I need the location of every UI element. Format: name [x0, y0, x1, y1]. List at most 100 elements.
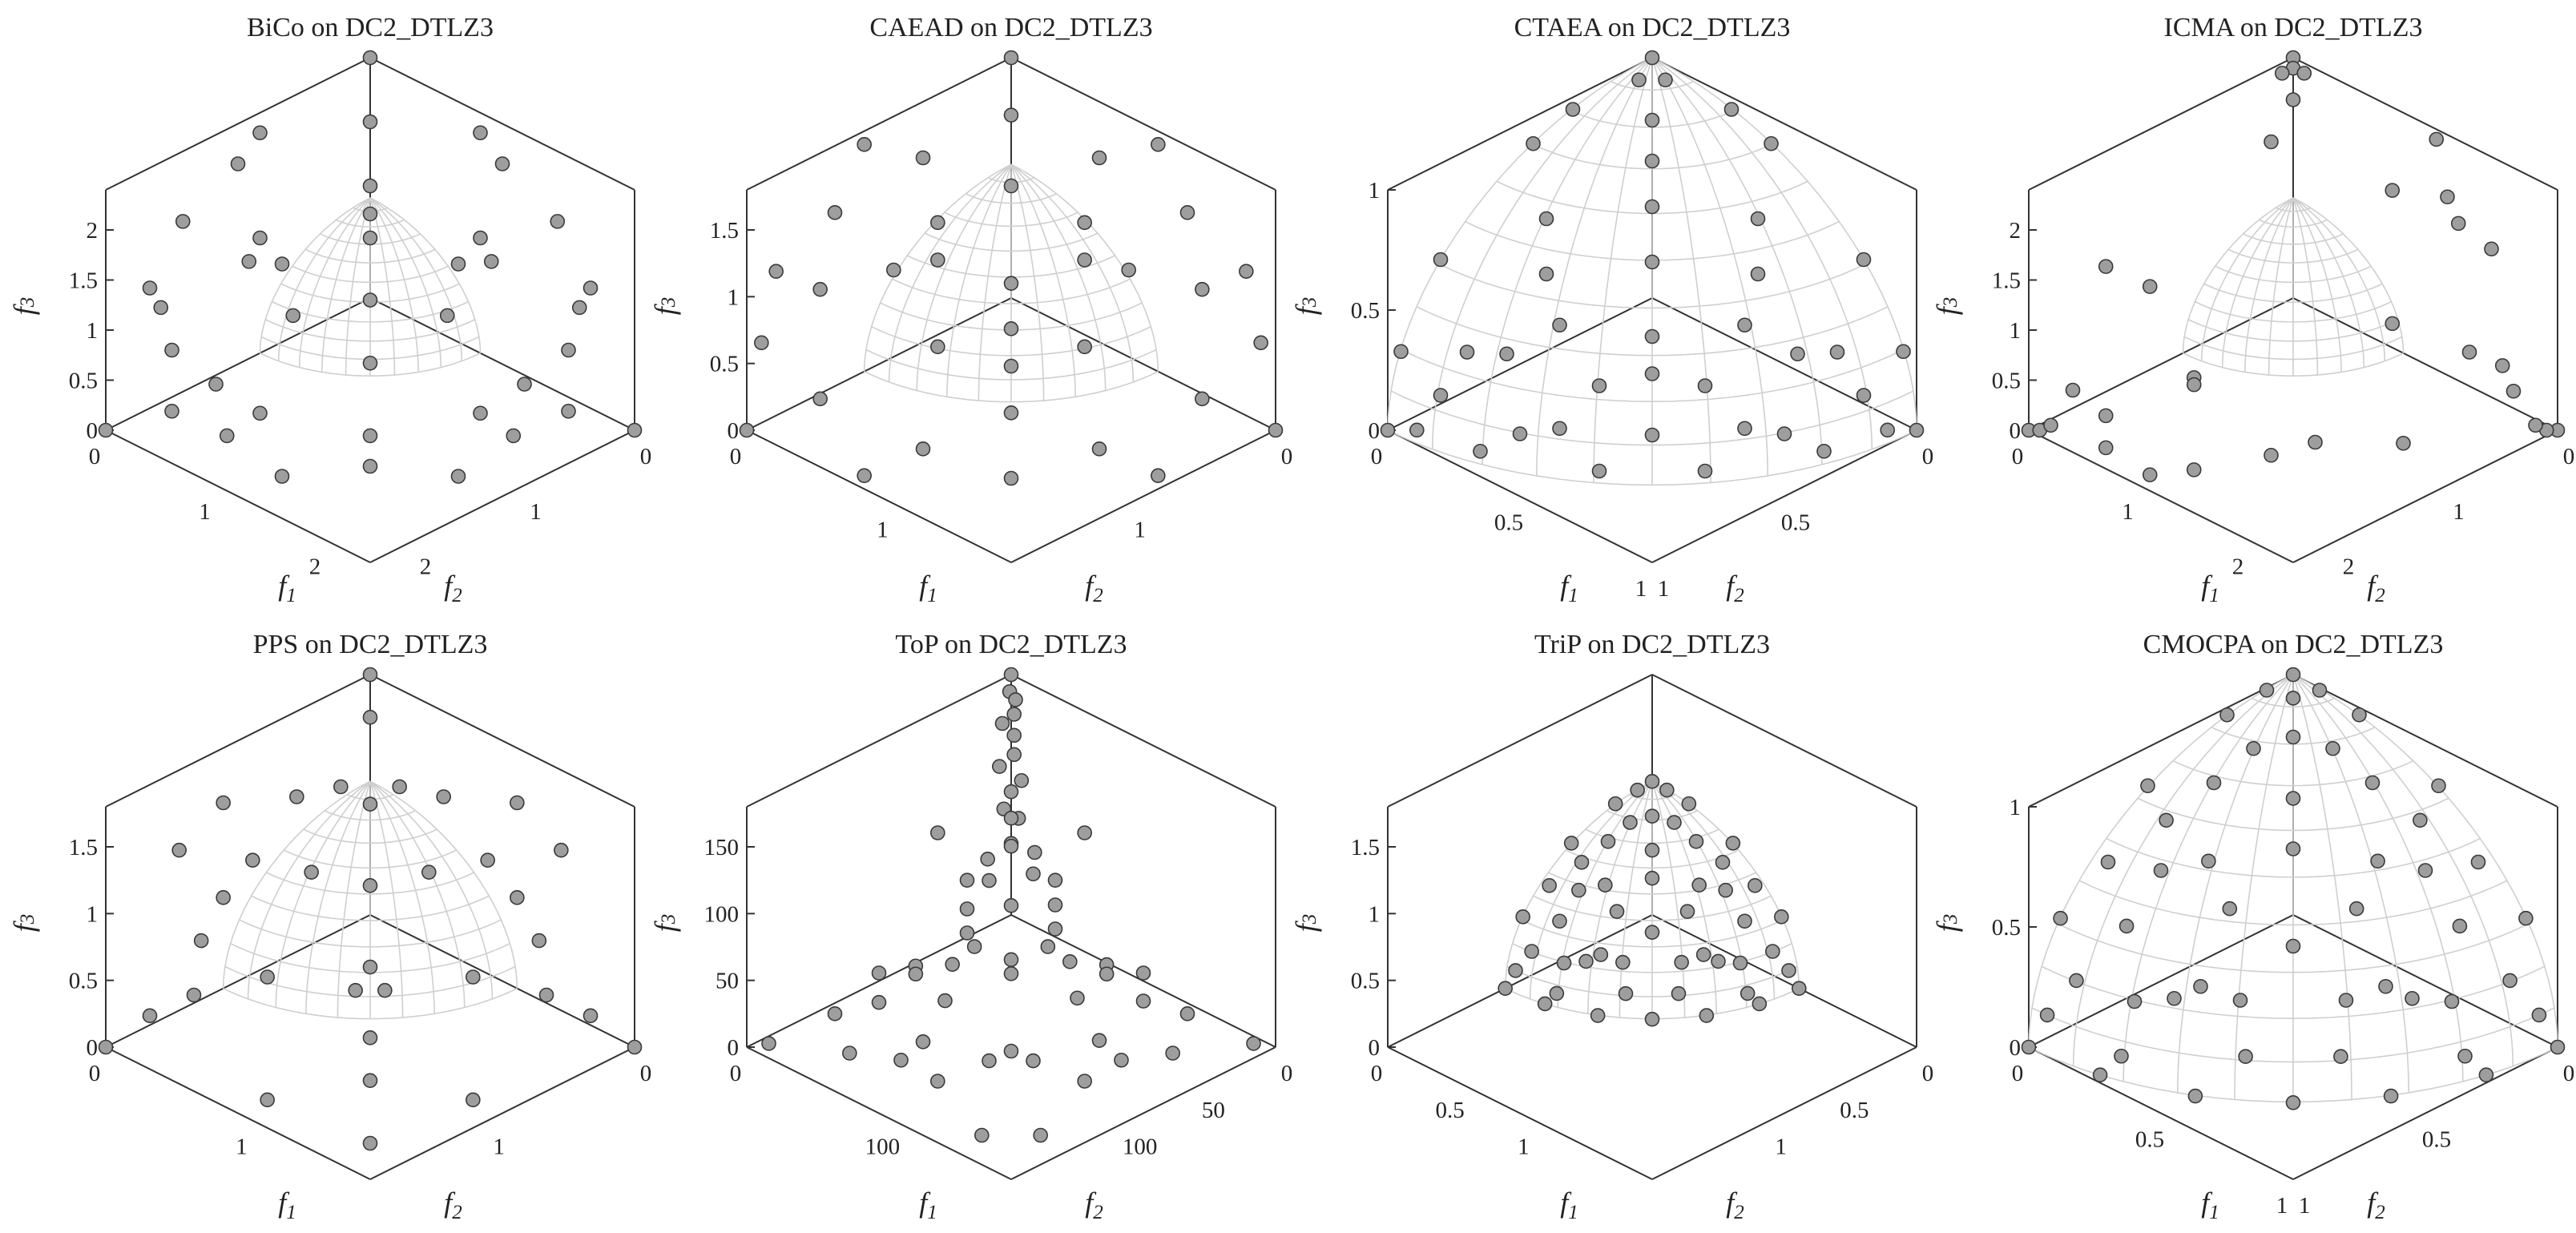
axis-f2-line — [105, 297, 371, 431]
data-point — [2193, 978, 2208, 994]
data-point — [1033, 1127, 1048, 1143]
box-edge — [1010, 674, 1276, 808]
box-edge — [746, 429, 1012, 563]
data-point — [1003, 966, 1019, 981]
data-point — [1070, 990, 1085, 1006]
data-point — [1674, 954, 1689, 970]
data-point — [980, 852, 995, 867]
data-point — [2186, 377, 2202, 393]
z-tick-label: 0.5 — [1351, 969, 1380, 994]
data-point — [1631, 72, 1647, 88]
mesh-parallel — [871, 325, 1151, 357]
data-point — [2098, 408, 2114, 424]
data-point — [1179, 1006, 1195, 1021]
data-point — [768, 264, 784, 279]
data-point — [2127, 993, 2143, 1009]
z-tick-label: 1 — [87, 901, 99, 927]
data-point — [2461, 345, 2477, 360]
data-point — [142, 280, 158, 296]
scatter-points — [98, 50, 643, 484]
mesh-parallel — [2195, 300, 2392, 323]
data-point — [1552, 317, 1567, 333]
mesh-parallel — [272, 300, 469, 323]
data-point — [2505, 383, 2522, 399]
data-point — [2457, 1048, 2473, 1064]
box-edge — [2028, 1046, 2294, 1180]
data-point — [2312, 683, 2328, 698]
axis-label-f1: f1 — [278, 1187, 296, 1223]
data-point — [1003, 784, 1019, 800]
axis-f2-line — [1387, 914, 1653, 1048]
data-point — [1179, 205, 1195, 220]
axis-label-f3: f3 — [1931, 297, 1963, 316]
f2-tick-label: 1 — [1775, 1134, 1787, 1160]
data-point — [1003, 358, 1019, 374]
data-point — [930, 1074, 945, 1089]
data-point — [1006, 727, 1022, 743]
data-point — [2222, 901, 2238, 917]
axis-label-f3: f3 — [8, 914, 40, 933]
data-point — [2153, 863, 2169, 878]
data-point — [1816, 443, 1832, 459]
data-point — [1099, 966, 1115, 982]
box-edge — [2292, 57, 2558, 191]
data-point — [930, 339, 945, 355]
axis-subscript: 3 — [17, 914, 38, 925]
box-edge — [746, 1046, 1012, 1180]
data-point — [208, 377, 224, 392]
f1-tick-label: 1 — [199, 499, 211, 525]
data-point — [2187, 1088, 2203, 1104]
axis-label-f1: f1 — [2201, 570, 2219, 606]
f2-tick-label: 0 — [1922, 444, 1934, 469]
mesh-parallel — [2251, 697, 2335, 707]
data-point — [1542, 878, 1557, 893]
mesh-parallel — [1506, 965, 1798, 997]
pareto-front-mesh — [2182, 197, 2405, 377]
data-point — [871, 965, 887, 981]
data-point — [538, 987, 554, 1003]
data-point — [1644, 870, 1660, 886]
data-point — [1006, 747, 1022, 763]
z-tick-label: 0 — [1369, 1035, 1381, 1061]
data-point — [473, 230, 488, 246]
data-point — [739, 422, 755, 438]
data-point — [959, 872, 975, 888]
data-point — [1750, 266, 1766, 282]
data-point — [1380, 422, 1396, 438]
mesh-parallel — [2183, 336, 2403, 361]
data-point — [2100, 854, 2116, 870]
mesh-parallel — [2243, 233, 2344, 245]
data-point — [362, 428, 378, 444]
data-point — [2285, 667, 2301, 683]
mesh-parallel — [2187, 319, 2399, 342]
data-point — [1508, 963, 1523, 978]
data-point — [1776, 426, 1792, 441]
data-point — [937, 993, 953, 1009]
f2-tick-label: 1 — [2453, 499, 2465, 525]
f1-tick-label: 0 — [2012, 1061, 2024, 1086]
data-point — [362, 1073, 378, 1088]
axis-f2-line — [105, 914, 371, 1048]
data-point — [2385, 316, 2401, 332]
data-point — [2378, 978, 2393, 994]
axis-label-f2: f2 — [2367, 1187, 2385, 1223]
axis-f2-line — [2028, 914, 2294, 1048]
mesh-parallel — [283, 849, 458, 869]
data-point — [827, 1006, 843, 1021]
data-point — [1003, 50, 1019, 66]
data-point — [1578, 953, 1594, 969]
data-point — [1593, 947, 1609, 962]
data-point — [1790, 346, 1805, 362]
data-point — [1047, 897, 1063, 913]
data-point — [362, 230, 378, 246]
box-edge — [2292, 429, 2558, 563]
subplot-title: ToP on DC2_DTLZ3 — [895, 630, 1127, 659]
data-point — [362, 959, 378, 975]
mesh-parallel — [864, 370, 1159, 403]
mesh-parallel — [1531, 143, 1773, 170]
data-point — [2296, 66, 2312, 81]
box-edge — [2028, 429, 2294, 563]
data-point — [517, 377, 532, 392]
scatter-points — [1498, 774, 1807, 1027]
data-point — [627, 422, 643, 438]
